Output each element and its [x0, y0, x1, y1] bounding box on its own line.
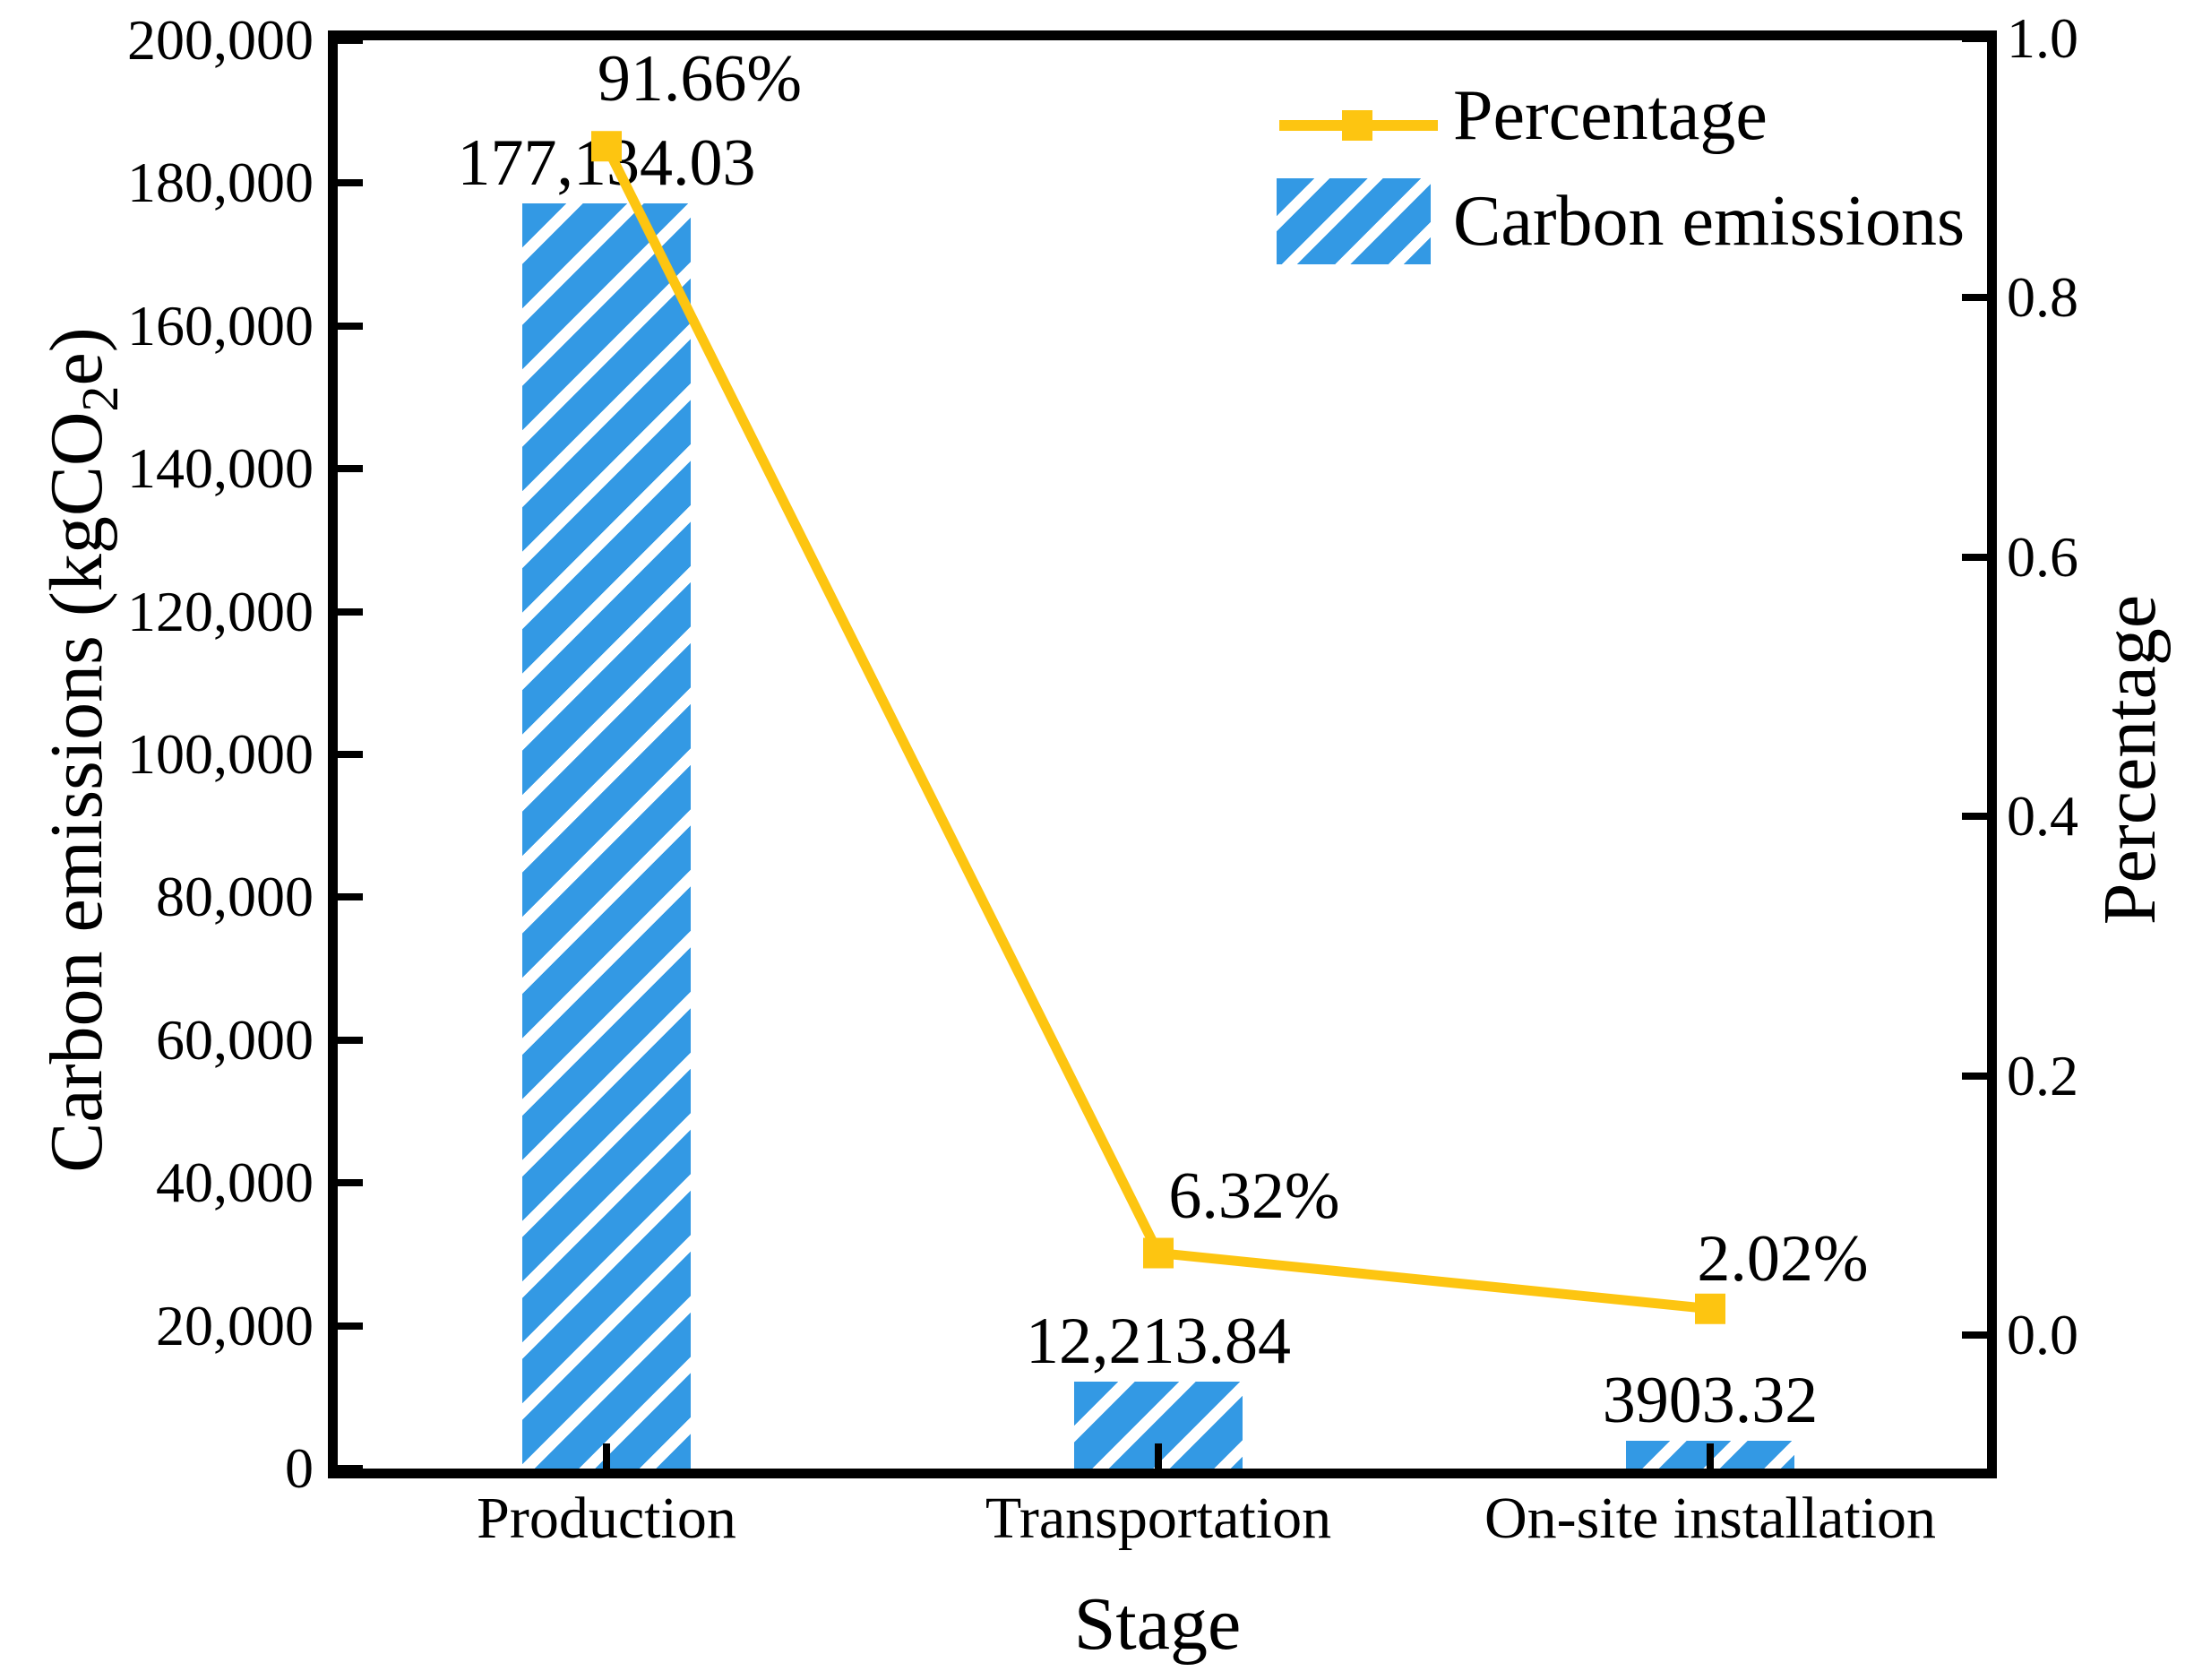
x-axis-title: Stage — [1073, 1582, 1242, 1666]
left-axis-tick-label: 0 — [285, 1436, 314, 1500]
percentage-line-series — [591, 131, 1725, 1324]
left-axis-tick-label: 80,000 — [156, 865, 314, 929]
left-axis-tick-label: 100,000 — [127, 722, 314, 786]
right-axis-tick-label: 0.4 — [2007, 784, 2078, 848]
bar-0 — [522, 203, 691, 1469]
right-axis-tick — [1962, 1331, 1987, 1339]
percentage-point-label: 6.32% — [1168, 1159, 1340, 1233]
x-axis-category-label: Production — [477, 1486, 736, 1551]
bar-value-label: 12,213.84 — [1026, 1304, 1291, 1378]
legend: Percentage Carbon emissions — [1277, 63, 1965, 274]
right-axis-tick — [1962, 34, 1987, 42]
carbon-emissions-patch-sample-icon — [1277, 178, 1441, 264]
right-axis-tick-label: 1.0 — [2007, 5, 2078, 70]
percentage-line — [602, 143, 1711, 1314]
left-axis-tick — [338, 1036, 363, 1044]
left-axis-tick — [338, 751, 363, 758]
right-axis-tick — [1962, 813, 1987, 820]
legend-item-percentage: Percentage — [1277, 63, 1965, 168]
left-axis-tick — [338, 1179, 363, 1187]
right-axis-tick — [1962, 294, 1987, 301]
plot-area — [328, 30, 1997, 1478]
left-axis-tick-label: 20,000 — [156, 1293, 314, 1357]
left-axis-tick-label: 200,000 — [127, 8, 314, 72]
left-axis-tick — [338, 37, 363, 44]
left-axis-title: Carbon emissions (kgCO2e) — [35, 327, 129, 1173]
right-axis-tick-label: 0.2 — [2007, 1043, 2078, 1107]
x-axis-tick — [1155, 1443, 1162, 1469]
line-square-marker-icon — [591, 131, 622, 162]
plot-inner — [338, 34, 1987, 1472]
legend-label-carbon-emissions: Carbon emissions — [1453, 182, 1966, 261]
left-axis-tick — [338, 893, 363, 901]
right-axis-tick-label: 0.8 — [2007, 265, 2078, 329]
x-axis-tick — [1707, 1443, 1714, 1469]
right-axis-tick — [1962, 1072, 1987, 1080]
left-axis-tick — [338, 607, 363, 616]
left-axis-title-suffix: e) — [35, 327, 118, 386]
x-axis-tick — [603, 1443, 610, 1469]
left-axis-title-subscript: 2 — [71, 385, 129, 412]
x-axis-category-label: Transportation — [985, 1486, 1332, 1551]
left-axis-tick-label: 160,000 — [127, 293, 314, 358]
legend-label-percentage: Percentage — [1453, 76, 1768, 155]
left-axis-tick — [338, 322, 363, 330]
left-axis-tick — [338, 179, 363, 187]
right-axis-tick — [1962, 553, 1987, 561]
line-square-marker-icon — [1695, 1293, 1725, 1324]
percentage-point-label: 2.02% — [1697, 1221, 1869, 1296]
left-axis-tick-label: 40,000 — [156, 1150, 314, 1215]
legend-square-marker-icon — [1342, 110, 1372, 141]
percentage-point-label: 91.66% — [597, 42, 803, 116]
x-axis-category-label: On-site installation — [1484, 1486, 1937, 1551]
right-axis-tick-label: 0.0 — [2007, 1303, 2078, 1366]
right-axis-tick-label: 0.6 — [2007, 524, 2078, 589]
left-axis-tick-label: 120,000 — [127, 579, 314, 643]
right-axis-title: Percentage — [2088, 594, 2172, 926]
bar-1 — [1074, 1381, 1243, 1469]
legend-hatched-swatch — [1277, 178, 1431, 264]
left-axis-title-text: Carbon emissions (kgCO — [35, 411, 118, 1173]
left-axis-tick-label: 180,000 — [127, 151, 314, 215]
percentage-line-sample-icon — [1277, 73, 1441, 159]
left-axis-tick — [338, 1322, 363, 1330]
bar-value-label: 3903.32 — [1602, 1363, 1819, 1437]
left-axis-tick — [338, 465, 363, 473]
left-axis-tick — [338, 1465, 363, 1472]
left-axis-tick-label: 60,000 — [156, 1007, 314, 1072]
line-square-marker-icon — [1143, 1237, 1174, 1269]
left-axis-tick-label: 140,000 — [127, 436, 314, 501]
legend-item-carbon-emissions: Carbon emissions — [1277, 168, 1965, 274]
